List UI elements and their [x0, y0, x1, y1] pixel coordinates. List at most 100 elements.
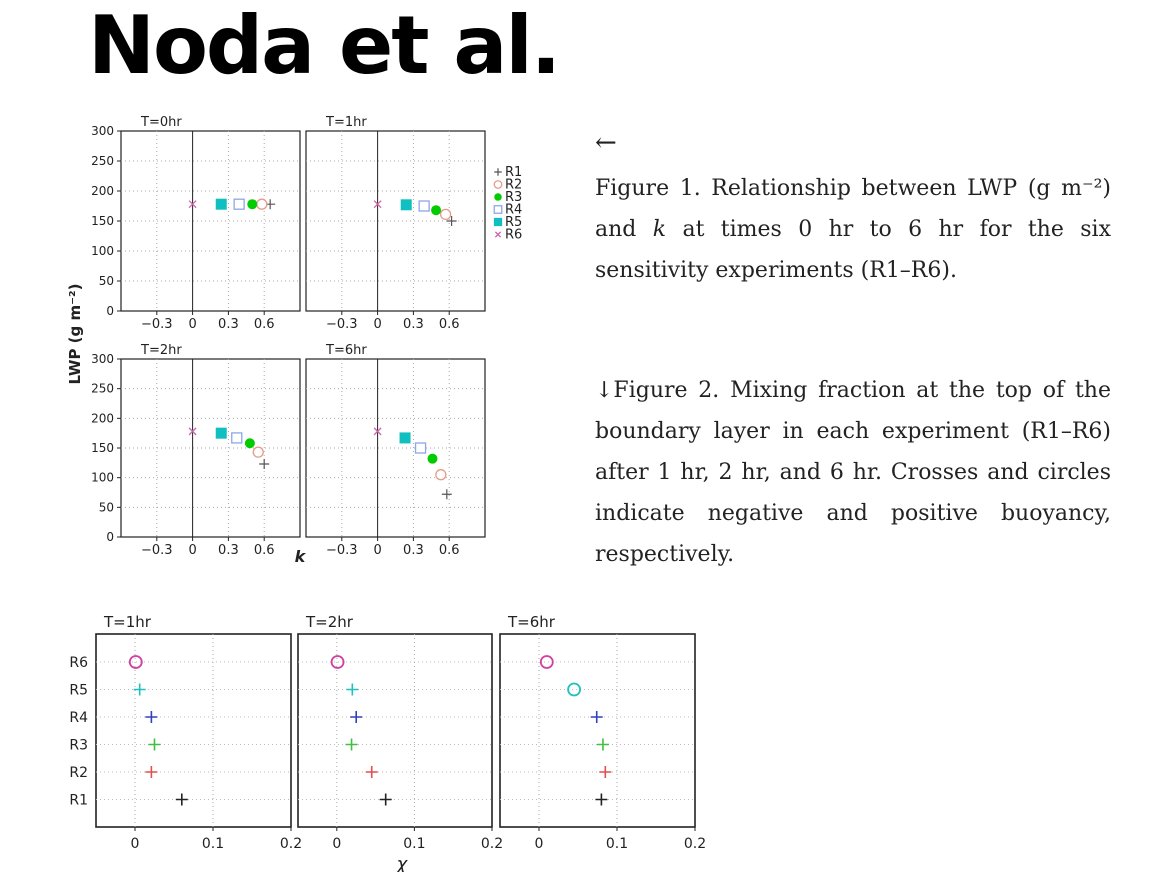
- point-R2: [145, 766, 158, 778]
- y-tick-label: 150: [91, 441, 114, 455]
- x-tick-label: 0.6: [439, 543, 460, 558]
- point-R6: [188, 200, 197, 209]
- x-tick-label: 0.1: [606, 836, 628, 852]
- x-tick-label: 0.6: [439, 317, 460, 332]
- x-tick-label: −0.3: [326, 317, 358, 332]
- legend-label: R5: [505, 215, 522, 230]
- legend-marker: [494, 231, 502, 238]
- category-label-R5: R5: [69, 683, 88, 699]
- point-R4: [590, 711, 603, 723]
- fig1-panel-T=0hr: T=0hr −0.3 0 0.3 0.6 0 50 100 150 200 250 300: [91, 115, 301, 332]
- point-R5: [400, 199, 412, 211]
- x-tick-label: 0.2: [280, 836, 302, 852]
- point-R3: [345, 738, 358, 751]
- panel-label: T=1hr: [325, 115, 367, 130]
- category-label-R3: R3: [69, 738, 88, 754]
- fig1-panel-T=1hr: T=1hr −0.3 0 0.3 0.6: [305, 115, 486, 332]
- legend-marker: [493, 180, 503, 189]
- legend-marker: [493, 205, 503, 214]
- fig2-panel-T=1hr: T=1hr 0 0.1 0.2: [95, 613, 302, 852]
- legend-entry-R6: R6: [494, 228, 522, 243]
- point-R2: [599, 766, 612, 778]
- x-tick-label: 0.2: [684, 836, 706, 852]
- point-R6: [373, 200, 382, 209]
- point-R2: [435, 469, 447, 481]
- point-R5: [346, 683, 359, 696]
- slide-title: Noda et al.: [88, 0, 561, 92]
- fig2-panel-T=6hr: T=6hr 0 0.1 0.2: [499, 613, 706, 852]
- legend-marker: [493, 217, 503, 227]
- x-tick-label: 0.6: [254, 317, 275, 332]
- point-R1: [446, 216, 457, 226]
- legend-marker: [494, 193, 502, 201]
- legend-label: R3: [505, 190, 522, 205]
- point-R4: [350, 711, 363, 723]
- y-tick-label: 50: [99, 274, 114, 288]
- category-label-R1: R1: [69, 793, 88, 809]
- legend-label: R4: [505, 203, 522, 218]
- point-R1: [379, 793, 392, 806]
- y-tick-label: 300: [91, 352, 114, 366]
- legend-marker: [494, 168, 502, 176]
- y-tick-label: 0: [106, 530, 114, 544]
- x-tick-label: 0: [373, 543, 381, 558]
- x-axis-label: χ: [396, 854, 409, 872]
- point-R5: [133, 683, 146, 696]
- category-label-R6: R6: [69, 655, 88, 671]
- point-R3: [244, 438, 255, 449]
- x-tick-label: 0: [131, 836, 140, 852]
- x-tick-label: −0.3: [141, 543, 173, 558]
- x-tick-label: 0.3: [218, 317, 239, 332]
- point-R3: [427, 453, 438, 464]
- point-R2: [365, 766, 378, 778]
- x-tick-label: 0.2: [481, 836, 503, 852]
- y-tick-label: 50: [99, 500, 114, 514]
- point-R3: [431, 205, 442, 216]
- x-tick-label: 0.3: [403, 543, 424, 558]
- x-tick-label: 0.3: [403, 317, 424, 332]
- legend-entry-R3: R3: [494, 190, 522, 205]
- point-R6: [128, 655, 143, 669]
- point-R3: [148, 738, 161, 751]
- point-R1: [259, 459, 270, 470]
- x-tick-label: 0.1: [403, 836, 425, 852]
- fig2-panel-T=2hr: T=2hr 0 0.1 0.2: [297, 613, 503, 852]
- point-R6: [539, 655, 554, 669]
- point-R4: [414, 442, 427, 454]
- legend-label: R1: [505, 165, 522, 180]
- y-axis-label: LWP (g m⁻²): [66, 284, 84, 385]
- point-R1: [441, 489, 452, 500]
- point-R4: [233, 198, 245, 210]
- legend-label: R6: [505, 228, 522, 243]
- y-tick-label: 250: [91, 154, 114, 168]
- category-label-R2: R2: [69, 765, 88, 781]
- point-R5: [215, 198, 227, 210]
- figure2-caption: ↓Figure 2. Mixing fraction at the top of…: [595, 378, 1111, 567]
- y-tick-label: 100: [91, 471, 114, 485]
- figure1-caption: Figure 1. Relationship between LWP (g m⁻…: [595, 176, 1111, 283]
- fig1-panel-T=6hr: T=6hr −0.3 0 0.3 0.6: [305, 343, 486, 558]
- panel-label: T=1hr: [103, 613, 152, 631]
- legend-entry-R4: R4: [493, 203, 522, 218]
- legend-entry-R2: R2: [493, 178, 522, 193]
- point-R2: [439, 208, 452, 221]
- point-R5: [215, 427, 227, 439]
- point-R6: [373, 427, 382, 436]
- panel-label: T=2hr: [140, 343, 182, 358]
- x-tick-label: 0: [373, 317, 381, 332]
- x-tick-label: 0.6: [254, 543, 275, 558]
- y-tick-label: 0: [106, 304, 114, 318]
- point-R6: [188, 427, 197, 436]
- panel-label: T=2hr: [305, 613, 354, 631]
- point-R3: [596, 738, 609, 751]
- fig1-panel-T=2hr: T=2hr −0.3 0 0.3 0.6 0 50 100 150 200 250 300: [91, 343, 301, 558]
- panel-label: T=6hr: [507, 613, 556, 631]
- y-tick-label: 300: [91, 124, 114, 138]
- legend-entry-R5: R5: [493, 215, 522, 230]
- point-R6: [330, 655, 345, 669]
- point-R4: [418, 200, 430, 212]
- x-tick-label: −0.3: [141, 317, 173, 332]
- y-tick-label: 200: [91, 411, 114, 425]
- point-R2: [252, 446, 264, 458]
